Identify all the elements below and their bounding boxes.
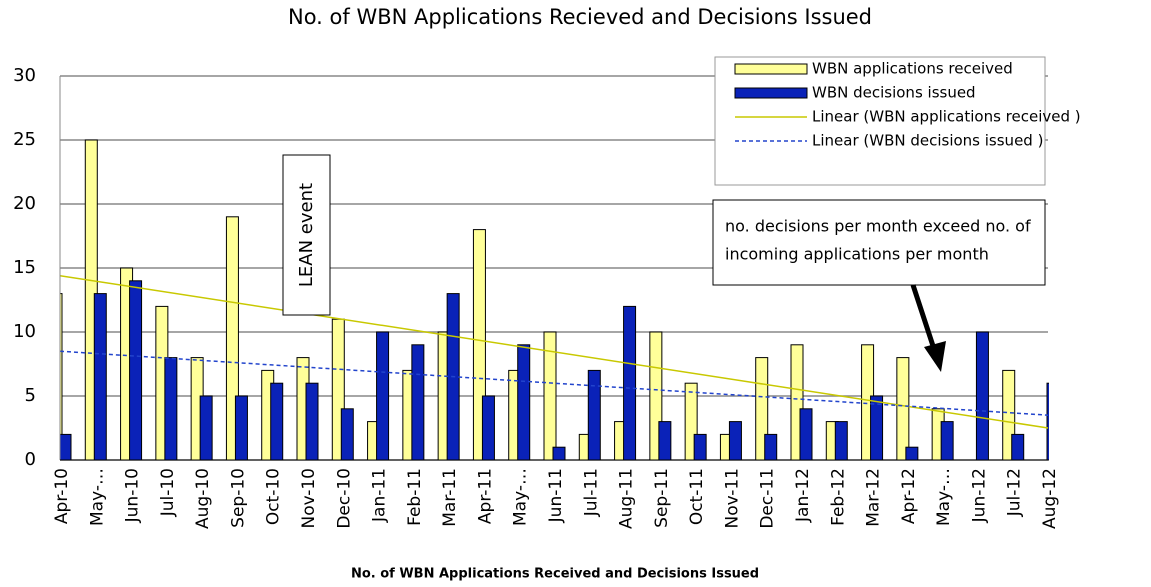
x-tick-label: Oct-10 xyxy=(264,468,284,525)
bar xyxy=(93,293,107,461)
x-tick-label: Feb-12 xyxy=(828,468,848,526)
legend xyxy=(714,56,1046,186)
bar xyxy=(60,433,72,461)
bar xyxy=(834,421,848,461)
legend-label: Linear (WBN applications received ) xyxy=(812,108,1081,126)
bar xyxy=(623,305,637,461)
x-tick-label: Feb-11 xyxy=(405,468,425,526)
x-tick-label: Nov-10 xyxy=(299,468,319,529)
bar xyxy=(905,446,919,461)
bar xyxy=(270,382,284,461)
bar xyxy=(658,421,672,461)
y-tick-label: 30 xyxy=(13,65,36,86)
legend-swatch xyxy=(734,63,808,75)
bar xyxy=(376,331,390,461)
x-tick-label: Mar-11 xyxy=(440,468,460,527)
x-tick-label: Dec-10 xyxy=(334,468,354,529)
x-tick-label: Dec-11 xyxy=(758,468,778,529)
bar xyxy=(1011,433,1025,461)
bar xyxy=(1046,382,1049,461)
bar xyxy=(552,446,566,461)
y-tick-label: 5 xyxy=(25,385,36,406)
bar xyxy=(517,344,531,461)
bar xyxy=(799,408,813,461)
annotation: LEAN event xyxy=(296,183,317,287)
x-tick-label: Jul-10 xyxy=(158,468,178,517)
x-tick-label: Sep-10 xyxy=(228,468,248,528)
x-tick-label: Apr-10 xyxy=(52,468,72,524)
bar xyxy=(411,344,425,461)
y-tick-label: 15 xyxy=(13,257,36,278)
arrow-head xyxy=(924,341,946,372)
y-tick-label: 10 xyxy=(13,321,36,342)
bar xyxy=(129,280,143,461)
x-tick-label: May-… xyxy=(934,468,954,526)
arrow xyxy=(910,284,938,353)
x-tick-label: Sep-11 xyxy=(652,468,672,528)
annotation: incoming applications per month xyxy=(725,245,989,264)
x-tick-label: Jan-12 xyxy=(793,468,813,523)
bar xyxy=(975,331,989,461)
x-tick-label: May-… xyxy=(511,468,531,526)
bar xyxy=(60,293,63,461)
bar xyxy=(896,357,910,461)
trendline xyxy=(60,274,1049,429)
x-tick-label: Oct-11 xyxy=(687,468,707,525)
x-tick-label: May-… xyxy=(87,468,107,526)
bar xyxy=(940,421,954,461)
x-tick-label: Aug-12 xyxy=(1040,468,1060,529)
x-tick-label: Jul-12 xyxy=(1005,468,1025,517)
legend-label: WBN applications received xyxy=(812,60,1013,78)
annotation-box xyxy=(712,199,1046,286)
bar xyxy=(870,395,884,461)
x-tick-label: Mar-12 xyxy=(864,468,884,527)
x-tick-label: Jun-11 xyxy=(546,468,566,523)
y-tick-label: 20 xyxy=(13,193,36,214)
x-tick-label: Jan-11 xyxy=(370,468,390,523)
bar xyxy=(305,382,319,461)
bar xyxy=(164,357,178,461)
x-tick-label: Jun-10 xyxy=(123,468,143,523)
x-tick-label: Jul-11 xyxy=(581,468,601,517)
y-tick-label: 25 xyxy=(13,129,36,150)
x-tick-label: Jun-12 xyxy=(969,468,989,523)
bar xyxy=(481,395,495,461)
bar xyxy=(728,421,742,461)
x-tick-label: Aug-11 xyxy=(617,468,637,529)
bar xyxy=(340,408,354,461)
x-tick-label: Apr-12 xyxy=(899,468,919,524)
x-tick-label: Nov-11 xyxy=(722,468,742,529)
x-axis-title: No. of WBN Applications Received and Dec… xyxy=(351,567,759,582)
bar xyxy=(199,395,213,461)
annotation-box xyxy=(282,154,331,316)
bar xyxy=(764,433,778,461)
x-tick-label: Apr-11 xyxy=(475,468,495,524)
y-tick-label: 0 xyxy=(25,449,36,470)
legend-swatch xyxy=(734,87,808,99)
bar xyxy=(693,433,707,461)
legend-label: Linear (WBN decisions issued ) xyxy=(812,132,1043,150)
x-tick-label: Aug-10 xyxy=(193,468,213,529)
bar xyxy=(234,395,248,461)
chart-title: No. of WBN Applications Recieved and Dec… xyxy=(288,5,872,29)
bar xyxy=(587,369,601,461)
annotation: no. decisions per month exceed no. of xyxy=(725,217,1031,236)
legend-label: WBN decisions issued xyxy=(812,84,976,102)
